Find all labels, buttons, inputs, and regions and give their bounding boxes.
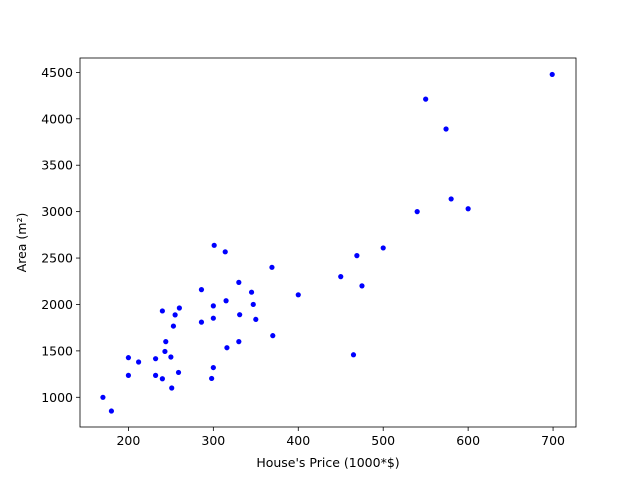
data-point xyxy=(125,355,132,361)
data-point xyxy=(125,372,132,378)
data-point xyxy=(350,352,357,358)
data-point xyxy=(209,375,215,382)
x-axis-label: House's Price (1000*$) xyxy=(256,455,399,470)
data-point xyxy=(136,359,142,365)
y-tick-label: 4000 xyxy=(41,111,73,126)
data-point xyxy=(159,308,165,314)
data-point xyxy=(414,209,420,215)
x-tick-label: 500 xyxy=(371,433,395,448)
y-tick-label: 2500 xyxy=(41,251,73,266)
data-point xyxy=(169,385,175,391)
data-point xyxy=(236,279,242,285)
data-point xyxy=(270,333,276,339)
x-axis-ticks: 200 300 400 500 600 700 xyxy=(116,427,565,448)
data-point xyxy=(108,408,115,414)
data-point xyxy=(253,316,259,323)
y-tick-label: 1000 xyxy=(41,390,73,405)
y-tick-label: 2000 xyxy=(41,297,73,312)
data-point xyxy=(269,264,275,270)
data-point xyxy=(354,253,360,259)
x-tick-label: 700 xyxy=(541,433,565,448)
data-point xyxy=(152,372,159,378)
data-point xyxy=(248,289,255,295)
data-point xyxy=(380,245,386,251)
data-point xyxy=(211,242,217,248)
y-tick-label: 3500 xyxy=(41,158,73,173)
y-axis-ticks: 1000 1500 2000 2500 3000 3500 4000 4500 xyxy=(41,65,80,405)
data-point xyxy=(443,126,449,132)
data-points xyxy=(100,71,555,414)
data-point xyxy=(159,376,165,382)
y-tick-label: 3000 xyxy=(41,204,73,219)
x-tick-label: 200 xyxy=(116,433,140,448)
data-point xyxy=(448,196,454,202)
data-point xyxy=(210,315,216,321)
data-point xyxy=(100,394,106,400)
data-point xyxy=(162,348,168,355)
data-point xyxy=(223,298,229,304)
data-point xyxy=(163,339,169,345)
y-axis-label: Area (m²) xyxy=(14,213,29,273)
data-point xyxy=(423,96,429,102)
data-point xyxy=(222,249,228,255)
data-point xyxy=(236,339,242,345)
data-point xyxy=(170,323,177,329)
x-tick-label: 600 xyxy=(456,433,480,448)
data-point xyxy=(237,312,243,318)
data-point xyxy=(175,369,182,376)
x-tick-label: 300 xyxy=(201,433,225,448)
data-point xyxy=(152,356,159,362)
y-tick-label: 1500 xyxy=(41,343,73,358)
data-point xyxy=(338,274,344,280)
data-point xyxy=(210,303,216,309)
y-tick-label: 4500 xyxy=(41,65,73,80)
data-point xyxy=(210,364,216,371)
plot-frame xyxy=(79,57,577,428)
data-point xyxy=(359,283,365,289)
data-point xyxy=(198,287,205,293)
data-point xyxy=(172,312,178,318)
data-point xyxy=(168,354,174,360)
x-tick-label: 400 xyxy=(286,433,310,448)
data-point xyxy=(295,292,301,298)
data-point xyxy=(465,206,471,212)
data-point xyxy=(549,71,555,78)
data-point xyxy=(250,301,256,308)
data-point xyxy=(224,345,230,351)
data-point xyxy=(198,319,205,325)
data-point xyxy=(176,305,182,311)
